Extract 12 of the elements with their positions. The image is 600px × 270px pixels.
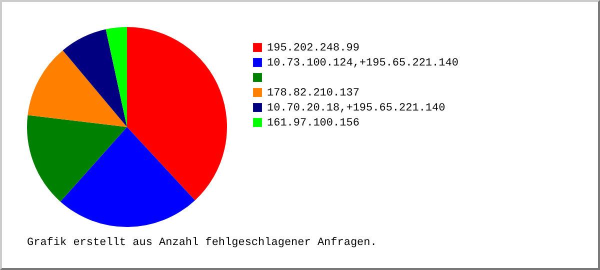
text: Grafik erstellt aus Anzahl fehlgeschlagener Anfragen. [27, 237, 377, 249]
pie-slice [62, 29, 127, 127]
legend-label: 195.202.248.99 [267, 42, 360, 54]
pie-slice [27, 115, 127, 202]
pie-slice [60, 127, 195, 227]
pie-slice [28, 50, 127, 127]
legend-label: 161.97.100.156 [267, 118, 360, 130]
pie-slice [106, 27, 127, 127]
legend-label: 10.73.100.124,+195.65.221.140 [267, 58, 458, 70]
pie-slice [127, 27, 227, 200]
legend-label: 10.70.20.18,+195.65.221.140 [267, 102, 446, 114]
legend-label: 178.82.210.137 [267, 88, 360, 100]
